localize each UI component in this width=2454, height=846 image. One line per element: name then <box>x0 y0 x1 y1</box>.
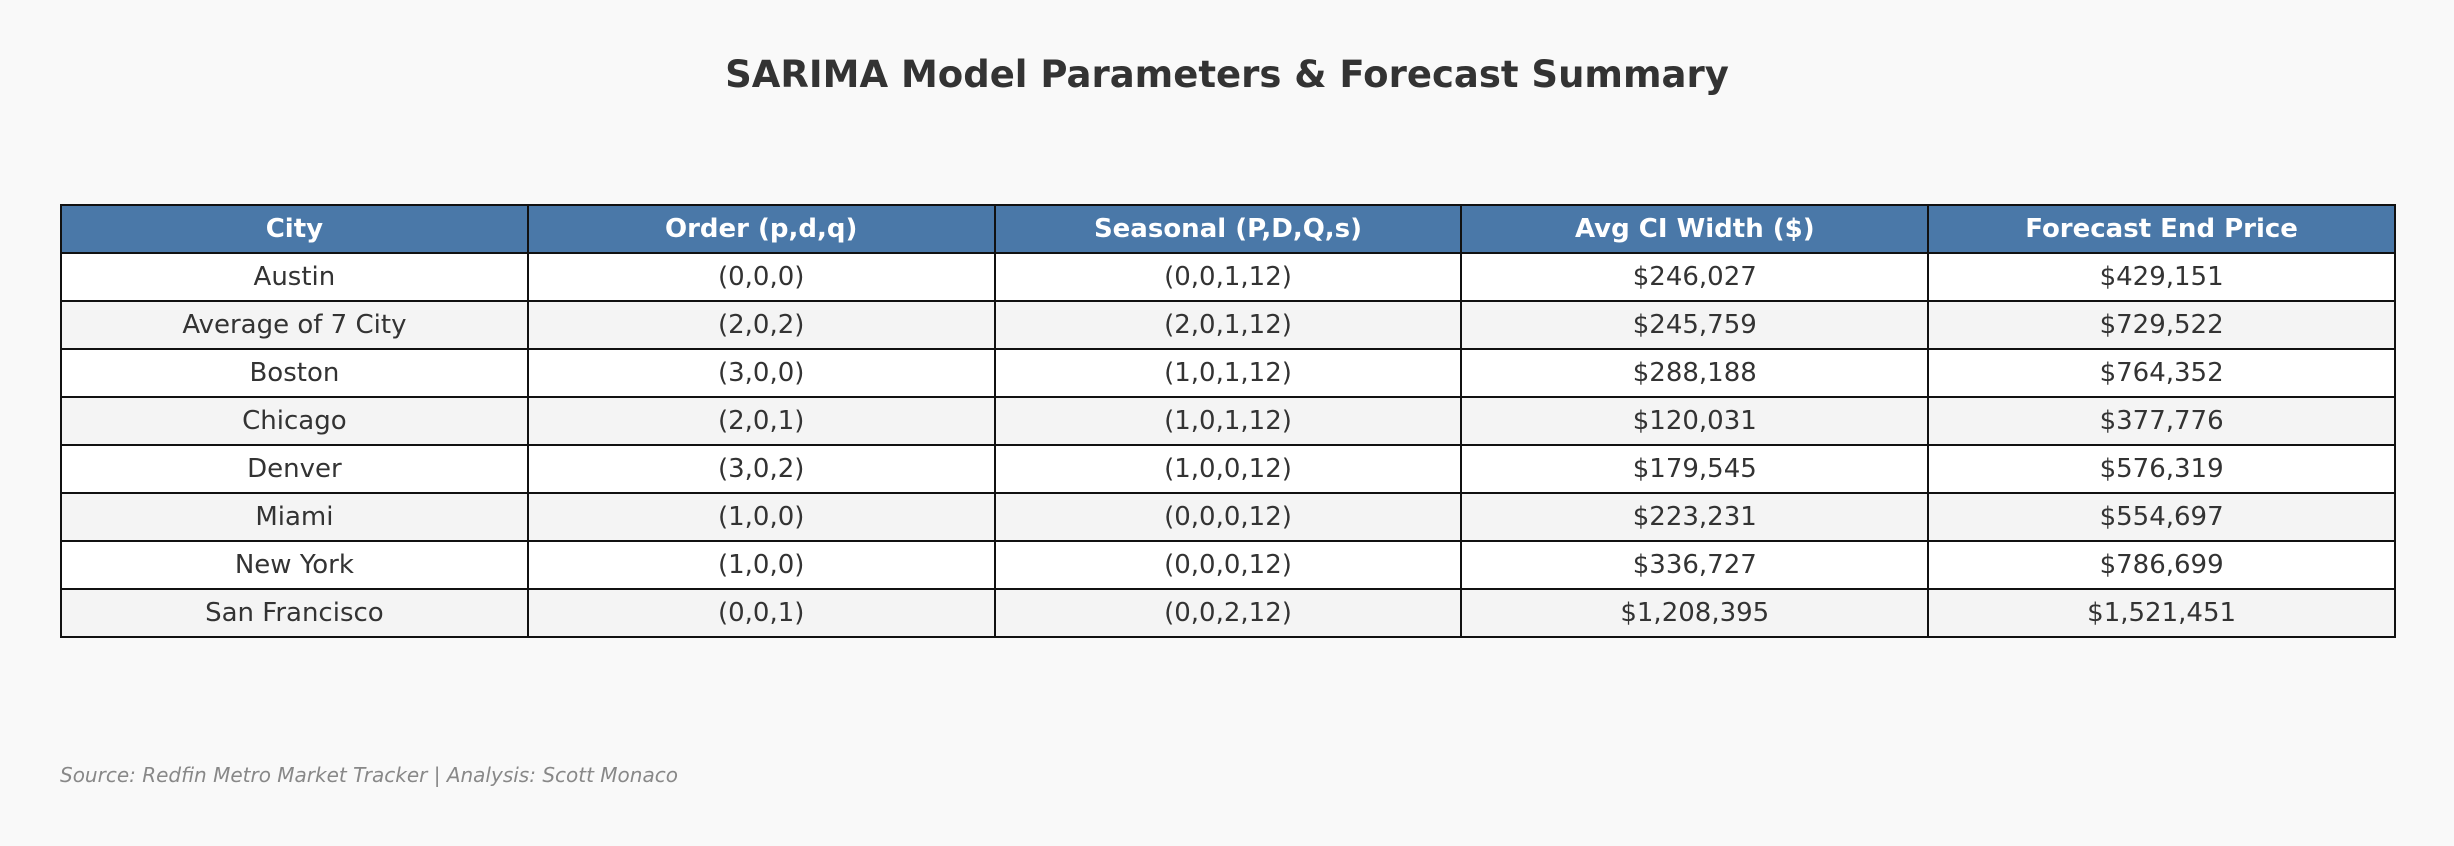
table-cell-seasonal: (1,0,1,12) <box>993 348 1463 398</box>
table-row: Denver (3,0,2) (1,0,0,12) $179,545 $576,319 <box>60 444 2396 494</box>
summary-table-container: City Order (p,d,q) Seasonal (P,D,Q,s) Avg C… <box>60 204 2396 638</box>
table-cell-city: Austin <box>60 252 529 302</box>
table-cell-seasonal: (0,0,2,12) <box>993 588 1463 638</box>
table-header-row: City Order (p,d,q) Seasonal (P,D,Q,s) Avg C… <box>60 204 2396 254</box>
table-cell-forecast-end-price: $554,697 <box>1927 492 2396 542</box>
table-cell-city: San Francisco <box>60 588 529 638</box>
table-cell-avg-ci-width: $223,231 <box>1460 492 1930 542</box>
table-cell-forecast-end-price: $429,151 <box>1927 252 2396 302</box>
table-cell-seasonal: (0,0,0,12) <box>993 492 1463 542</box>
column-header-forecast-end-price: Forecast End Price <box>1927 204 2396 254</box>
table-row: Miami (1,0,0) (0,0,0,12) $223,231 $554,697 <box>60 492 2396 542</box>
table-row: San Francisco (0,0,1) (0,0,2,12) $1,208,395… <box>60 588 2396 638</box>
table-cell-avg-ci-width: $288,188 <box>1460 348 1930 398</box>
table-cell-avg-ci-width: $120,031 <box>1460 396 1930 446</box>
table-cell-forecast-end-price: $1,521,451 <box>1927 588 2396 638</box>
table-cell-order: (1,0,0) <box>526 492 996 542</box>
table-row: Average of 7 City (2,0,2) (2,0,1,12) $245,7… <box>60 300 2396 350</box>
table-cell-city: Denver <box>60 444 529 494</box>
table-cell-avg-ci-width: $246,027 <box>1460 252 1930 302</box>
table-cell-order: (3,0,0) <box>526 348 996 398</box>
table-cell-order: (0,0,1) <box>526 588 996 638</box>
table-cell-avg-ci-width: $245,759 <box>1460 300 1930 350</box>
table-cell-seasonal: (0,0,1,12) <box>993 252 1463 302</box>
source-note: Source: Redfin Metro Market Tracker | An… <box>60 763 678 787</box>
table-cell-order: (1,0,0) <box>526 540 996 590</box>
table-cell-avg-ci-width: $179,545 <box>1460 444 1930 494</box>
table-cell-seasonal: (1,0,1,12) <box>993 396 1463 446</box>
table-cell-city: Miami <box>60 492 529 542</box>
table-cell-forecast-end-price: $729,522 <box>1927 300 2396 350</box>
table-cell-seasonal: (2,0,1,12) <box>993 300 1463 350</box>
table-row: Austin (0,0,0) (0,0,1,12) $246,027 $429,151 <box>60 252 2396 302</box>
table-cell-forecast-end-price: $377,776 <box>1927 396 2396 446</box>
column-header-avg-ci-width: Avg CI Width ($) <box>1460 204 1930 254</box>
table-cell-seasonal: (1,0,0,12) <box>993 444 1463 494</box>
table-cell-forecast-end-price: $764,352 <box>1927 348 2396 398</box>
chart-title: SARIMA Model Parameters & Forecast Summa… <box>725 53 1729 96</box>
column-header-seasonal: Seasonal (P,D,Q,s) <box>993 204 1463 254</box>
table-cell-order: (0,0,0) <box>526 252 996 302</box>
table-cell-order: (3,0,2) <box>526 444 996 494</box>
table-cell-order: (2,0,2) <box>526 300 996 350</box>
table-cell-city: Chicago <box>60 396 529 446</box>
table-cell-city: Boston <box>60 348 529 398</box>
table-cell-seasonal: (0,0,0,12) <box>993 540 1463 590</box>
table-row: Chicago (2,0,1) (1,0,1,12) $120,031 $377,776 <box>60 396 2396 446</box>
column-header-order: Order (p,d,q) <box>526 204 996 254</box>
table-body: Austin (0,0,0) (0,0,1,12) $246,027 $429,151 A… <box>60 252 2396 638</box>
table-cell-forecast-end-price: $786,699 <box>1927 540 2396 590</box>
table-row: Boston (3,0,0) (1,0,1,12) $288,188 $764,352 <box>60 348 2396 398</box>
table-cell-city: Average of 7 City <box>60 300 529 350</box>
table-cell-city: New York <box>60 540 529 590</box>
table-cell-forecast-end-price: $576,319 <box>1927 444 2396 494</box>
table-cell-avg-ci-width: $336,727 <box>1460 540 1930 590</box>
table-cell-order: (2,0,1) <box>526 396 996 446</box>
column-header-city: City <box>60 204 529 254</box>
table-cell-avg-ci-width: $1,208,395 <box>1460 588 1930 638</box>
summary-table: City Order (p,d,q) Seasonal (P,D,Q,s) Avg C… <box>60 204 2396 638</box>
table-row: New York (1,0,0) (0,0,0,12) $336,727 $786,69… <box>60 540 2396 590</box>
